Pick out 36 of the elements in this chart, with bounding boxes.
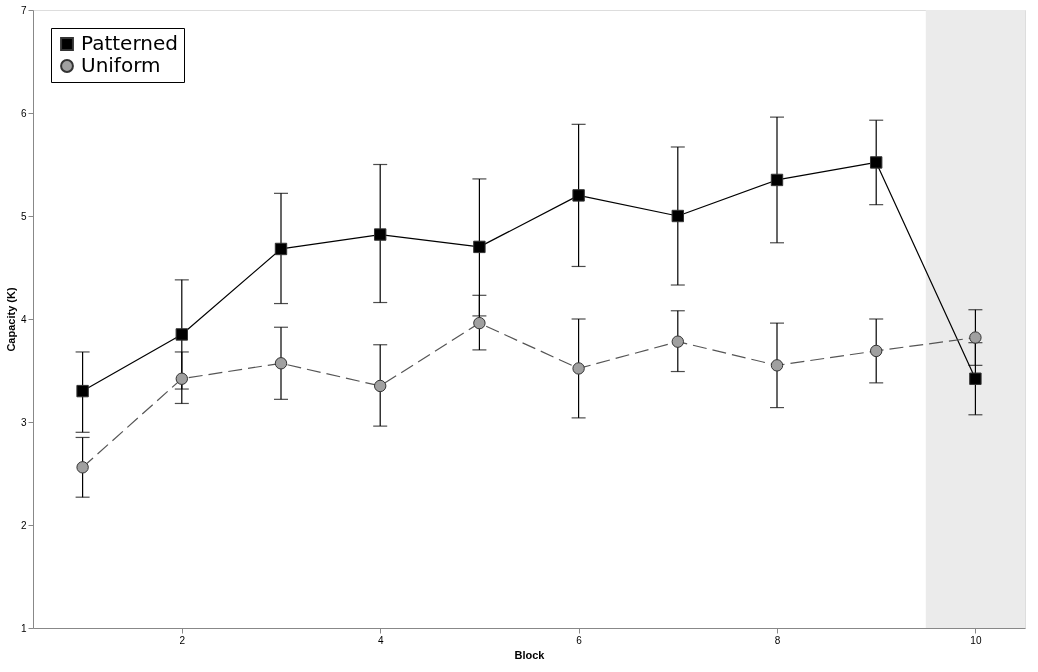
point	[374, 228, 387, 241]
point	[572, 362, 585, 375]
legend-label: Patterned	[81, 31, 178, 55]
x-tick-label: 2	[179, 634, 186, 646]
point	[770, 359, 784, 372]
y-tick-label: 1	[20, 622, 27, 634]
y-tick-label: 2	[20, 519, 27, 531]
point	[274, 357, 288, 370]
point	[274, 242, 288, 256]
y-tick-label: 6	[20, 107, 27, 119]
y-axis-title: Capacity (K)	[4, 287, 17, 352]
point	[572, 189, 585, 202]
point	[770, 173, 784, 187]
legend-label: Uniform	[81, 53, 161, 77]
x-axis-title: Block	[514, 648, 546, 661]
x-tick-label: 4	[377, 634, 384, 646]
point	[969, 372, 982, 385]
point	[76, 461, 89, 474]
x-tick-label: 6	[576, 634, 583, 646]
point	[473, 240, 486, 254]
point	[969, 331, 982, 344]
x-tick-label: 8	[774, 634, 781, 646]
point	[175, 328, 188, 341]
point	[671, 209, 684, 223]
y-tick-label: 5	[20, 210, 27, 222]
point	[671, 335, 684, 348]
y-tick-label: 3	[20, 416, 27, 428]
point	[76, 384, 89, 398]
y-tick-label: 7	[20, 4, 27, 16]
x-tick-label: 10	[970, 634, 982, 646]
point	[473, 316, 486, 330]
point	[870, 344, 883, 358]
point	[175, 372, 188, 385]
y-tick-label: 4	[20, 313, 27, 325]
point	[374, 379, 387, 393]
point	[870, 156, 883, 169]
